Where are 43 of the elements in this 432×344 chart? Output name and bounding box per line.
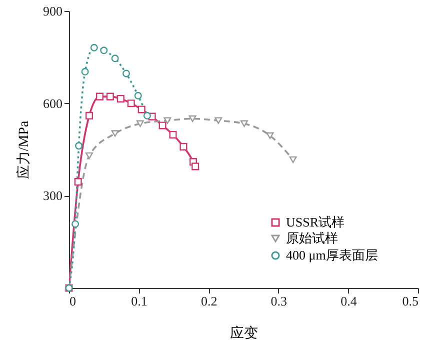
y-tick-label: 300: [43, 188, 62, 204]
point: [116, 94, 124, 102]
x-tick-label: 0.2: [200, 294, 218, 308]
point: [85, 152, 94, 159]
legend-label: 原始试样: [286, 230, 338, 246]
point: [143, 112, 151, 120]
point: [100, 46, 108, 54]
point: [74, 178, 82, 186]
point: [90, 44, 98, 52]
legend-label: USSR试样: [286, 214, 345, 230]
legend-label: 400 μm厚表面层: [286, 248, 378, 262]
x-axis-title: 应变: [230, 326, 258, 342]
point: [111, 54, 119, 62]
point: [122, 70, 130, 78]
point: [136, 120, 144, 127]
point: [240, 120, 248, 127]
x-tick-label: 0.4: [340, 294, 358, 308]
point: [192, 162, 200, 170]
point: [164, 117, 172, 124]
point: [188, 115, 196, 122]
point: [81, 68, 89, 76]
point: [85, 112, 94, 120]
point: [96, 92, 104, 100]
point: [214, 117, 222, 124]
point: [111, 130, 119, 137]
point: [158, 122, 166, 130]
y-tick-label: 900: [43, 4, 62, 18]
x-tick-label: 0: [70, 294, 76, 308]
x-tick-label: 0.3: [270, 294, 288, 308]
point: [134, 92, 142, 100]
point: [169, 130, 177, 138]
point: [106, 92, 114, 100]
x-tick-label: 0.5: [402, 294, 418, 308]
point: [75, 142, 83, 150]
point: [72, 220, 80, 228]
point: [180, 142, 188, 150]
x-tick-label: 0.1: [131, 294, 148, 308]
point: [266, 132, 274, 139]
y-axis-title: 应力/MPa: [16, 120, 32, 180]
y-tick-label: 600: [43, 96, 62, 111]
point: [289, 156, 297, 163]
point: [127, 100, 135, 108]
point: [138, 106, 146, 114]
